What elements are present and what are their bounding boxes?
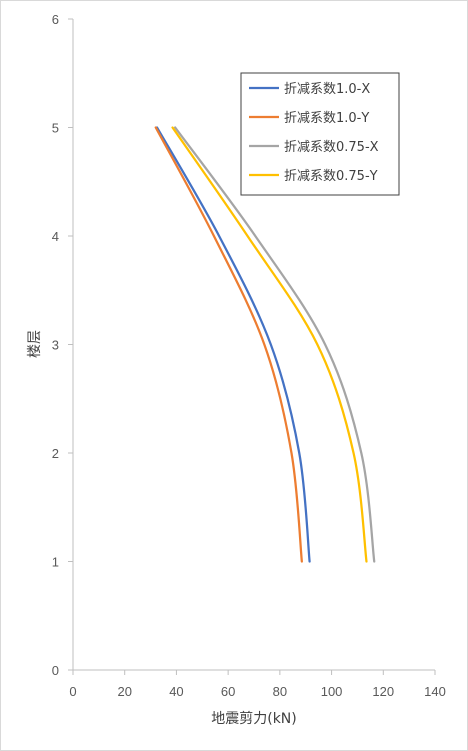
legend-item: 折减系数0.75-X [249,140,379,155]
x-axis-title: 地震剪力(kN) [211,711,297,727]
x-tick-label: 0 [69,684,76,699]
x-tick-label: 20 [117,684,131,699]
y-tick-label: 3 [52,338,59,353]
legend-item: 折减系数0.75-Y [249,169,378,184]
series-line-3 [174,126,376,563]
tick-marks [68,18,436,675]
x-tick-label: 60 [221,684,235,699]
x-tick-label: 100 [321,684,343,699]
legend-item: 折减系数1.0-X [249,82,370,97]
series-lines [154,126,376,563]
x-tick-labels: 0 20 40 60 80 100 120 140 [69,684,445,699]
y-axis-title: 楼层 [27,330,43,358]
y-tick-label: 4 [52,229,59,244]
legend-items: 折减系数1.0-X 折减系数1.0-Y 折减系数0.75-X 折减系数0.75-Y [249,82,379,184]
y-tick-label: 6 [52,12,59,27]
legend-label: 折减系数0.75-Y [284,169,378,184]
y-tick-labels: 0 1 2 3 4 5 6 [52,12,59,678]
series-line-2 [154,126,303,563]
legend-item: 折减系数1.0-Y [249,111,369,126]
x-tick-label: 80 [273,684,287,699]
x-tick-label: 120 [372,684,394,699]
y-tick-label: 2 [52,446,59,461]
y-tick-label: 0 [52,663,59,678]
series-line-1 [155,126,311,563]
legend-label: 折减系数0.75-X [284,140,379,155]
y-tick-label: 5 [52,121,59,136]
x-tick-label: 40 [169,684,183,699]
series-line-4 [171,126,368,563]
legend-label: 折减系数1.0-Y [284,111,369,126]
legend-label: 折减系数1.0-X [284,82,370,97]
x-tick-label: 140 [424,684,446,699]
legend: 折减系数1.0-X 折减系数1.0-Y 折减系数0.75-X 折减系数0.75-Y [240,72,400,196]
y-tick-label: 1 [52,555,59,570]
